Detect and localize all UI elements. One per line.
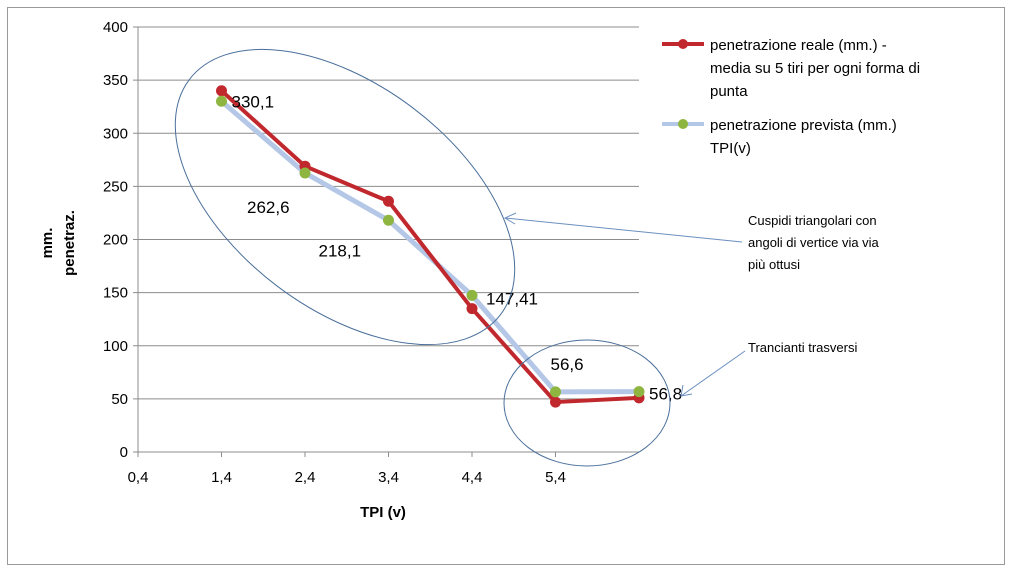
- data-label: 56,8: [649, 385, 682, 404]
- y-tick-labels: 0 50 100 150 200 250 300 350 400: [103, 19, 128, 461]
- data-label: 262,6: [247, 198, 290, 217]
- series-line-0: [220, 89, 640, 405]
- gridlines: [138, 26, 639, 400]
- legend-entry-reale-line-1: penetrazione reale (mm.) -: [710, 37, 887, 54]
- data-labels: 330,1 262,6 218,1 147,41 56,6 56,8: [232, 92, 683, 403]
- chart-border: [7, 7, 1005, 565]
- x-tick-label: 5,4: [545, 469, 566, 486]
- series-0-point: [216, 85, 227, 97]
- series-group: [216, 85, 645, 408]
- y-tick-label: 250: [103, 178, 128, 195]
- data-label: 56,6: [551, 355, 584, 374]
- series-1-point: [633, 386, 645, 398]
- y-tick-label: 350: [103, 72, 128, 89]
- x-tick-labels: 0,4 1,4 2,4 3,4 4,4 5,4: [128, 469, 566, 486]
- annotation-ellipse-trancianti: [503, 339, 671, 467]
- legend-swatch-marker-reale: [678, 39, 688, 49]
- annotation-cusps-line-3: più ottusi: [748, 257, 800, 272]
- legend-entry-reale-line-2: media su 5 tiri per ogni forma di: [710, 60, 920, 77]
- annotation-trancianti: Trancianti trasversi: [748, 340, 857, 355]
- y-tick-label: 200: [103, 232, 128, 249]
- series-1-point: [299, 167, 311, 179]
- legend-entry-prevista-line-2: TPI(v): [710, 140, 751, 157]
- y-tick-label: 100: [103, 338, 128, 355]
- data-label: 330,1: [232, 92, 275, 111]
- x-tick-label: 4,4: [462, 469, 483, 486]
- series-0-point: [550, 396, 561, 408]
- legend-entry-prevista-line-1: penetrazione prevista (mm.): [710, 117, 897, 134]
- y-tick-label: 50: [111, 391, 128, 408]
- annotation-cusps-line-2: angoli di vertice via via: [748, 235, 880, 250]
- y-axis-label-line-2: penetraz.: [61, 210, 78, 276]
- series-1-point: [216, 95, 227, 107]
- data-label: 218,1: [319, 241, 362, 260]
- series-0-point: [383, 195, 394, 207]
- legend: penetrazione reale (mm.) - media su 5 ti…: [662, 37, 920, 157]
- x-tick-label: 1,4: [211, 469, 232, 486]
- annotation-arrow-trancianti: [680, 350, 746, 397]
- series-1-point: [383, 214, 394, 226]
- series-1-point: [550, 386, 561, 398]
- annotation-ellipse-cusps: [174, 48, 516, 346]
- x-tick-label: 2,4: [295, 469, 316, 486]
- chart-svg: 0 50 100 150 200 250 300 350 400 0,4 1,4 2,4 3,4 4,4…: [7, 7, 1005, 565]
- y-axis-label-line-1: mm.: [39, 228, 56, 259]
- data-label: 147,41: [486, 289, 538, 308]
- series-0-point: [466, 303, 478, 315]
- annotation-cusps-line-1: Cuspidi triangolari con: [748, 213, 877, 228]
- x-tick-label: 3,4: [378, 469, 399, 486]
- axes: [133, 26, 639, 457]
- y-tick-label: 150: [103, 285, 128, 302]
- legend-swatch-marker-prevista: [678, 119, 688, 129]
- annotation-arrow-cusps: [503, 212, 743, 243]
- y-tick-label: 300: [103, 125, 128, 142]
- legend-entry-reale-line-3: punta: [710, 83, 748, 100]
- annotation-cusps: Cuspidi triangolari con angoli di vertic…: [748, 213, 880, 272]
- series-1-point: [466, 289, 478, 301]
- x-axis-label: TPI (v): [360, 504, 406, 521]
- y-tick-label: 400: [103, 19, 128, 36]
- y-tick-label: 0: [120, 444, 128, 461]
- chart-container: 0 50 100 150 200 250 300 350 400 0,4 1,4 2,4 3,4 4,4…: [7, 7, 1005, 565]
- x-tick-label: 0,4: [128, 469, 149, 486]
